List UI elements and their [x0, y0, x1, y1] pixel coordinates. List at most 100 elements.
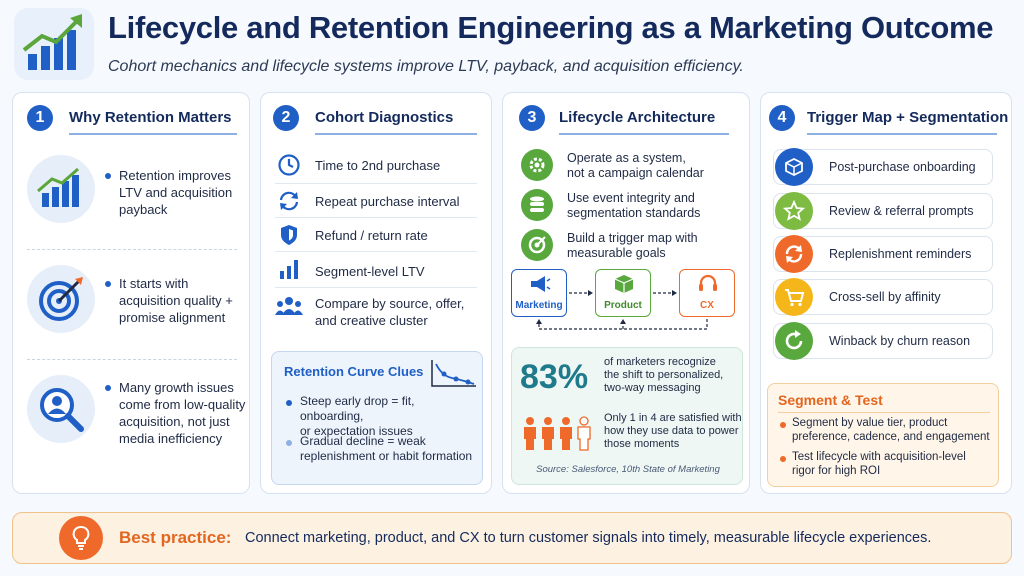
- trigger-label: Review & referral prompts: [829, 204, 974, 218]
- text-line: two-way messaging: [604, 382, 701, 394]
- text-line: Use event integrity and: [567, 191, 695, 205]
- clue-item: Gradual decline = weak replenishment or …: [300, 434, 480, 464]
- panel-heading: Trigger Map + Segmentation: [807, 109, 1009, 126]
- heading-underline: [69, 133, 237, 135]
- heading-underline: [315, 133, 477, 135]
- divider: [27, 359, 237, 360]
- repeat-icon: [277, 189, 301, 218]
- panel-heading: Cohort Diagnostics: [315, 109, 454, 126]
- panel-trigger-map: 4 Trigger Map + Segmentation Post-purcha…: [760, 92, 1012, 494]
- people-icon: [275, 295, 303, 324]
- database-icon: [521, 189, 553, 221]
- divider: [27, 249, 237, 250]
- text-line: acquisition quality +: [119, 293, 233, 308]
- panel-number: 2: [273, 105, 299, 131]
- diagnostic-label: Repeat purchase interval: [315, 194, 460, 209]
- text-line: come from low-quality: [119, 397, 246, 412]
- box-icon: [775, 148, 813, 186]
- text-line: Test lifecycle with acquisition-level: [792, 451, 966, 463]
- diagnostic-label: Compare by source, offer, and creative c…: [315, 295, 464, 329]
- gear-icon: [521, 149, 553, 181]
- text-line: It starts with: [119, 276, 189, 291]
- architecture-point: Use event integrity and segmentation sta…: [567, 191, 700, 221]
- diagnostic-label: Time to 2nd purchase: [315, 158, 441, 173]
- satisfaction-description: Only 1 in 4 are satisfied with how they …: [604, 412, 742, 451]
- trigger-label: Post-purchase onboarding: [829, 160, 976, 174]
- growth-chart-icon: [27, 155, 95, 223]
- megaphone-icon: [529, 274, 551, 299]
- diagnostic-label: Refund / return rate: [315, 228, 428, 243]
- text-line: promise alignment: [119, 310, 226, 325]
- star-icon: [775, 192, 813, 230]
- bullet-dot: [105, 173, 111, 179]
- panel-heading: Lifecycle Architecture: [559, 109, 716, 126]
- clock-icon: [277, 153, 301, 182]
- text-line: payback: [119, 202, 168, 217]
- trigger-label: Replenishment reminders: [829, 247, 972, 261]
- segment-title: Segment & Test: [778, 392, 883, 408]
- text-line: Retention improves: [119, 168, 231, 183]
- text-line: rigor for high ROI: [792, 465, 881, 477]
- flow-label: Marketing: [515, 300, 563, 311]
- segment-item: Test lifecycle with acquisition-level ri…: [792, 450, 998, 478]
- text-line: acquisition, not just: [119, 414, 230, 429]
- page-title: Lifecycle and Retention Engineering as a…: [108, 10, 994, 45]
- retention-point-3: Many growth issues come from low-quality…: [119, 379, 253, 447]
- text-line: and creative cluster: [315, 313, 428, 328]
- text-line: of marketers recognize: [604, 356, 716, 368]
- text-line: preference, cadence, and engagement: [792, 431, 990, 443]
- text-line: Many growth issues: [119, 380, 234, 395]
- clues-title: Retention Curve Clues: [284, 364, 424, 379]
- product-box-icon: [614, 274, 634, 299]
- bullet-dot: [105, 281, 111, 287]
- segment-underline: [778, 412, 990, 413]
- panel-lifecycle-architecture: 3 Lifecycle Architecture Operate as a sy…: [502, 92, 750, 494]
- bullet-dot: [780, 456, 786, 462]
- flow-connectors: [503, 263, 751, 344]
- flow-cx-box: CX: [679, 269, 735, 317]
- flow-marketing-box: Marketing: [511, 269, 567, 317]
- divider: [275, 217, 477, 218]
- panel-number: 1: [27, 105, 53, 131]
- text-line: LTV and acquisition: [119, 185, 233, 200]
- diagnostic-label: Segment-level LTV: [315, 264, 425, 279]
- flow-label: CX: [700, 300, 714, 311]
- stat-description: of marketers recognize the shift to pers…: [604, 356, 723, 395]
- retention-point-2: It starts with acquisition quality + pro…: [119, 275, 247, 326]
- bullet-dot: [286, 400, 292, 406]
- text-line: Gradual decline = weak: [300, 434, 426, 448]
- text-line: Compare by source, offer,: [315, 296, 465, 311]
- headset-icon: [698, 274, 718, 299]
- target-goal-icon: [521, 229, 553, 261]
- retention-curve-clues-box: Retention Curve Clues Steep early drop =…: [271, 351, 483, 485]
- page-subtitle: Cohort mechanics and lifecycle systems i…: [108, 58, 744, 75]
- text-line: Only 1 in 4 are satisfied with: [604, 412, 742, 424]
- people-pictogram: [522, 416, 602, 457]
- flow-product-box: Product: [595, 269, 651, 317]
- divider: [275, 287, 477, 288]
- segment-test-box: Segment & Test Segment by value tier, pr…: [767, 383, 999, 487]
- segment-item: Segment by value tier, product preferenc…: [792, 416, 998, 444]
- architecture-point: Build a trigger map with measurable goal…: [567, 231, 698, 261]
- bar-chart-icon: [277, 257, 301, 286]
- text-line: segmentation standards: [567, 206, 701, 220]
- text-line: replenishment or habit formation: [300, 449, 473, 463]
- refresh-icon: [775, 235, 813, 273]
- stat-value: 83%: [520, 358, 589, 396]
- text-line: Build a trigger map with: [567, 231, 698, 245]
- magnifier-person-icon: [27, 375, 95, 443]
- text-line: media inefficiency: [119, 431, 223, 446]
- bullet-dot: [780, 422, 786, 428]
- text-line: or expectation issues: [300, 424, 413, 438]
- header-logo: [12, 6, 96, 82]
- divider: [275, 183, 477, 184]
- text-line: how they use data to power: [604, 425, 739, 437]
- declining-curve-icon: [430, 358, 478, 393]
- heading-underline: [559, 133, 729, 135]
- architecture-point: Operate as a system, not a campaign cale…: [567, 151, 704, 181]
- stat-box: 83% of marketers recognize the shift to …: [511, 347, 743, 485]
- shield-icon: [277, 223, 301, 252]
- target-icon: [27, 265, 95, 333]
- text-line: the shift to personalized,: [604, 369, 724, 381]
- text-line: not a campaign calendar: [567, 166, 704, 180]
